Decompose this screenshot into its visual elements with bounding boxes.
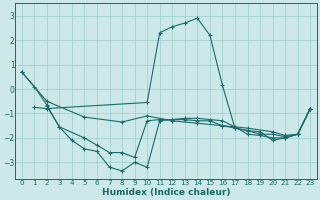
X-axis label: Humidex (Indice chaleur): Humidex (Indice chaleur)	[102, 188, 230, 197]
